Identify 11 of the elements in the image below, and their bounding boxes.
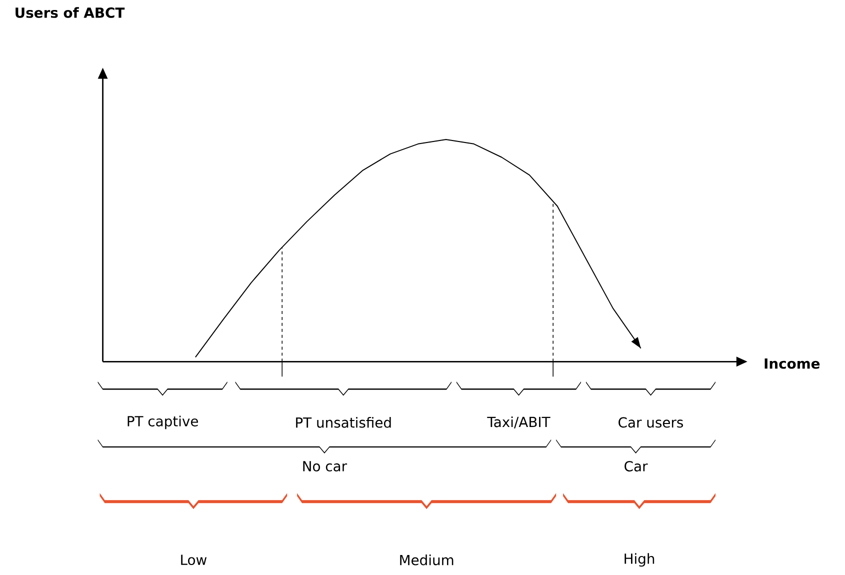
text: High: [624, 553, 654, 567]
text: Income: [764, 358, 820, 369]
text: Low: [181, 554, 207, 566]
text: PT captive: [128, 416, 198, 430]
text: Taxi/ABIT: [487, 416, 550, 428]
text: Car users: [618, 417, 683, 428]
text: PT unsatisfied: [296, 417, 391, 428]
text: Users of ABCT: [16, 7, 125, 18]
text: No car: [303, 461, 348, 472]
text: Car: [624, 461, 648, 472]
text: Medium: [400, 554, 454, 566]
